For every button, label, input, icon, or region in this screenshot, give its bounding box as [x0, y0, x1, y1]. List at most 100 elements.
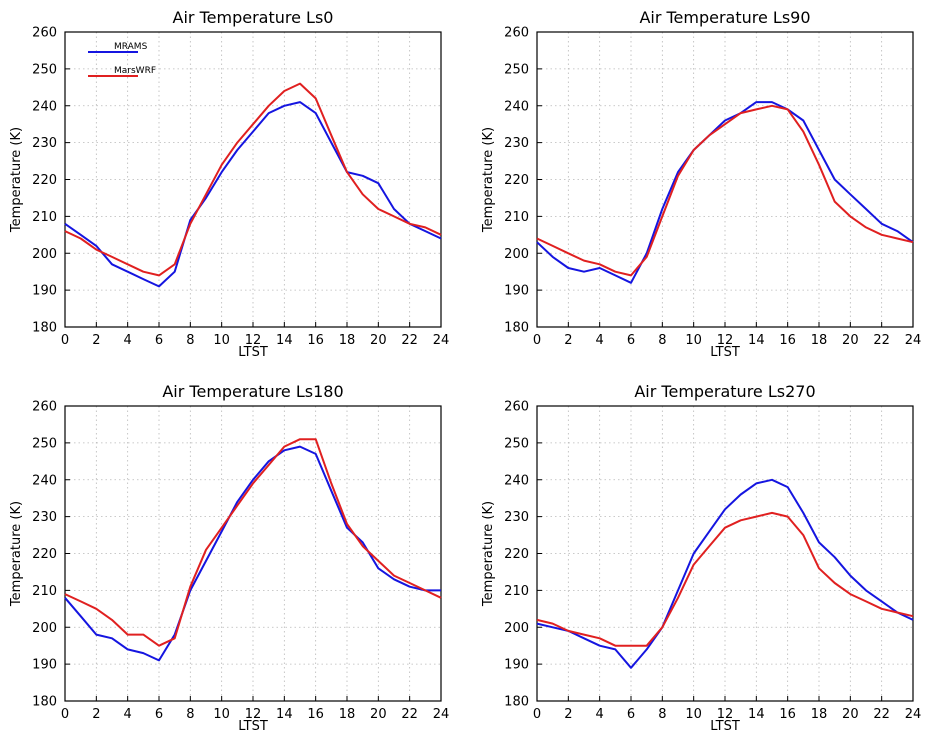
x-tick-label: 14 — [276, 333, 293, 348]
x-tick-label: 4 — [596, 707, 604, 722]
y-tick-label: 220 — [32, 547, 57, 562]
x-tick-label: 10 — [213, 707, 230, 722]
legend-label: MRAMS — [114, 42, 148, 52]
x-tick-label: 18 — [811, 333, 828, 348]
series-line-mrams — [536, 478, 914, 669]
x-tick-label: 16 — [779, 707, 796, 722]
y-tick-label: 200 — [504, 247, 529, 262]
x-tick-label: 20 — [370, 333, 387, 348]
y-tick-label: 220 — [504, 547, 529, 562]
y-tick-label: 200 — [32, 247, 57, 262]
y-tick-label: 250 — [32, 62, 57, 77]
x-tick-label: 20 — [842, 707, 859, 722]
y-tick-label: 210 — [504, 210, 529, 225]
x-tick-label: 4 — [124, 333, 132, 348]
chart-panel-1: 0 2 4 6 8 10 12 14 16 18 20 22 241801902002102202302… — [481, 8, 921, 360]
y-tick-label: 180 — [32, 695, 57, 710]
y-axis-label: Temperature (K) — [9, 127, 24, 233]
y-tick-label: 260 — [504, 400, 529, 415]
y-tick-label: 240 — [32, 99, 57, 114]
x-tick-label: 14 — [748, 707, 765, 722]
x-tick-label: 6 — [155, 707, 163, 722]
series-line-mrams — [64, 101, 442, 288]
x-tick-label: 22 — [873, 707, 890, 722]
y-tick-label: 210 — [32, 584, 57, 599]
x-tick-label: 2 — [564, 333, 572, 348]
y-tick-label: 260 — [32, 26, 57, 41]
x-tick-label: 2 — [92, 333, 100, 348]
x-tick-label: 24 — [905, 333, 922, 348]
series-line-marswrf — [536, 511, 914, 647]
x-tick-label: 2 — [92, 707, 100, 722]
x-tick-label: 8 — [186, 333, 194, 348]
y-tick-label: 190 — [32, 658, 57, 673]
x-tick-label: 8 — [658, 333, 666, 348]
y-tick-label: 240 — [504, 99, 529, 114]
y-tick-label: 180 — [32, 321, 57, 336]
series-line-marswrf — [64, 438, 442, 647]
x-axis-label: LTST — [238, 345, 268, 360]
x-tick-label: 20 — [370, 707, 387, 722]
chart-title: Air Temperature Ls270 — [634, 382, 815, 401]
x-tick-label: 8 — [186, 707, 194, 722]
x-tick-label: 2 — [564, 707, 572, 722]
chart-panel-0: 0 2 4 6 8 10 12 14 16 18 20 22 241801902002102202302… — [9, 8, 449, 360]
y-tick-label: 230 — [32, 136, 57, 151]
y-tick-label: 180 — [504, 321, 529, 336]
x-tick-label: 10 — [213, 333, 230, 348]
x-tick-label: 12 — [717, 333, 734, 348]
x-tick-label: 22 — [401, 707, 418, 722]
x-tick-label: 14 — [276, 707, 293, 722]
x-tick-label: 0 — [61, 333, 69, 348]
x-tick-label: 14 — [748, 333, 765, 348]
x-tick-label: 8 — [658, 707, 666, 722]
x-tick-label: 0 — [533, 707, 541, 722]
y-tick-label: 190 — [504, 284, 529, 299]
y-tick-label: 180 — [504, 695, 529, 710]
series-line-mrams — [64, 445, 441, 662]
x-axis-label: LTST — [710, 345, 740, 360]
x-axis-label: LTST — [238, 719, 268, 734]
x-tick-label: 0 — [533, 333, 541, 348]
y-axis-label: Temperature (K) — [481, 127, 496, 233]
x-tick-label: 24 — [433, 333, 450, 348]
x-tick-label: 24 — [905, 707, 922, 722]
y-tick-label: 240 — [504, 473, 529, 488]
chart-panel-2: 0 2 4 6 8 10 12 14 16 18 20 22 241801902002102202302… — [9, 382, 449, 734]
y-tick-label: 220 — [32, 173, 57, 188]
chart-title: Air Temperature Ls0 — [173, 8, 334, 27]
x-tick-label: 12 — [245, 707, 262, 722]
y-tick-label: 210 — [32, 210, 57, 225]
chart-panel-3: 0 2 4 6 8 10 12 14 16 18 20 22 241801902002102202302… — [481, 382, 921, 734]
x-tick-label: 10 — [685, 333, 702, 348]
x-tick-label: 24 — [433, 707, 450, 722]
y-tick-label: 200 — [32, 621, 57, 636]
x-tick-label: 0 — [61, 707, 69, 722]
series-line-marswrf — [536, 104, 914, 277]
x-tick-label: 16 — [779, 333, 796, 348]
x-tick-label: 22 — [873, 333, 890, 348]
x-tick-label: 22 — [401, 333, 418, 348]
x-axis-label: LTST — [710, 719, 740, 734]
series-line-mrams — [536, 101, 914, 284]
x-tick-label: 6 — [155, 333, 163, 348]
y-tick-label: 250 — [32, 436, 57, 451]
x-tick-label: 12 — [717, 707, 734, 722]
legend-label: MarsWRF — [114, 66, 156, 76]
series-line-marswrf — [64, 82, 442, 277]
y-tick-label: 240 — [32, 473, 57, 488]
x-tick-label: 4 — [596, 333, 604, 348]
chart-title: Air Temperature Ls180 — [162, 382, 343, 401]
x-tick-label: 6 — [627, 333, 635, 348]
y-tick-label: 260 — [504, 26, 529, 41]
y-tick-label: 230 — [504, 136, 529, 151]
x-tick-label: 4 — [124, 707, 132, 722]
x-tick-label: 18 — [811, 707, 828, 722]
y-tick-label: 220 — [504, 173, 529, 188]
x-tick-label: 16 — [307, 333, 324, 348]
y-axis-label: Temperature (K) — [9, 501, 24, 607]
y-tick-label: 250 — [504, 62, 529, 77]
y-tick-label: 210 — [504, 584, 529, 599]
y-axis-label: Temperature (K) — [481, 501, 496, 607]
